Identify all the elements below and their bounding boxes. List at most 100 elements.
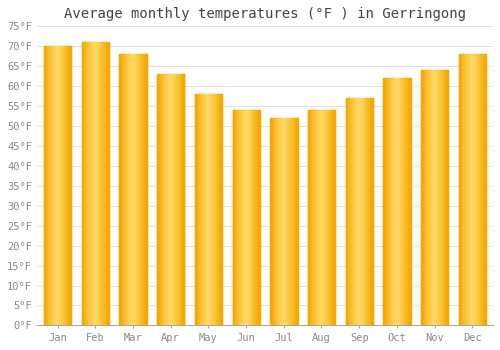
Bar [123,54,124,326]
Bar [195,94,196,326]
Bar [240,110,242,326]
Bar [144,54,146,326]
Bar [466,54,467,326]
Bar [390,78,391,326]
Bar [328,110,329,326]
Bar [84,42,86,326]
Bar [208,94,210,326]
Bar [232,110,234,326]
Bar [292,118,293,326]
Bar [296,118,298,326]
Bar [221,94,222,326]
Bar [407,78,408,326]
Bar [195,94,196,326]
Bar [328,110,330,326]
Bar [422,70,423,326]
Bar [70,46,71,326]
Bar [404,78,405,326]
Bar [290,118,291,326]
Bar [428,70,430,326]
Bar [108,42,109,326]
Bar [316,110,317,326]
Bar [270,118,272,326]
Bar [372,98,373,326]
Bar [248,110,249,326]
Bar [444,70,446,326]
Bar [162,74,164,326]
Bar [387,78,388,326]
Bar [56,46,57,326]
Bar [144,54,145,326]
Bar [397,78,398,326]
Bar [235,110,236,326]
Bar [258,110,259,326]
Bar [45,46,46,326]
Bar [135,54,136,326]
Bar [384,78,386,326]
Bar [211,94,212,326]
Bar [396,78,397,326]
Bar [100,42,101,326]
Bar [92,42,94,326]
Bar [246,110,247,326]
Bar [409,78,410,326]
Bar [444,70,445,326]
Bar [348,98,350,326]
Bar [483,54,484,326]
Bar [324,110,326,326]
Bar [458,54,460,326]
Bar [86,42,88,326]
Bar [332,110,334,326]
Bar [358,98,360,326]
Bar [322,110,324,326]
Bar [433,70,434,326]
Bar [389,78,390,326]
Bar [284,118,286,326]
Bar [99,42,100,326]
Bar [360,98,361,326]
Bar [478,54,479,326]
Bar [431,70,432,326]
Bar [134,54,135,326]
Bar [485,54,486,326]
Bar [458,54,460,326]
Bar [82,42,84,326]
Bar [239,110,240,326]
Bar [63,46,64,326]
Bar [256,110,257,326]
Bar [484,54,486,326]
Bar [276,118,278,326]
Bar [363,98,364,326]
Bar [312,110,314,326]
Bar [284,118,285,326]
Bar [82,42,83,326]
Bar [270,118,272,326]
Bar [272,118,273,326]
Bar [369,98,370,326]
Bar [354,98,355,326]
Bar [166,74,167,326]
Bar [200,94,202,326]
Bar [97,42,98,326]
Bar [106,42,107,326]
Bar [282,118,283,326]
Bar [87,42,88,326]
Bar [478,54,480,326]
Bar [353,98,354,326]
Bar [247,110,248,326]
Bar [50,46,51,326]
Bar [473,54,474,326]
Bar [440,70,441,326]
Bar [108,42,109,326]
Bar [125,54,126,326]
Bar [206,94,208,326]
Bar [143,54,144,326]
Bar [320,110,322,326]
Bar [254,110,256,326]
Bar [289,118,290,326]
Bar [170,74,171,326]
Bar [361,98,362,326]
Bar [70,46,71,326]
Bar [98,42,99,326]
Bar [220,94,222,326]
